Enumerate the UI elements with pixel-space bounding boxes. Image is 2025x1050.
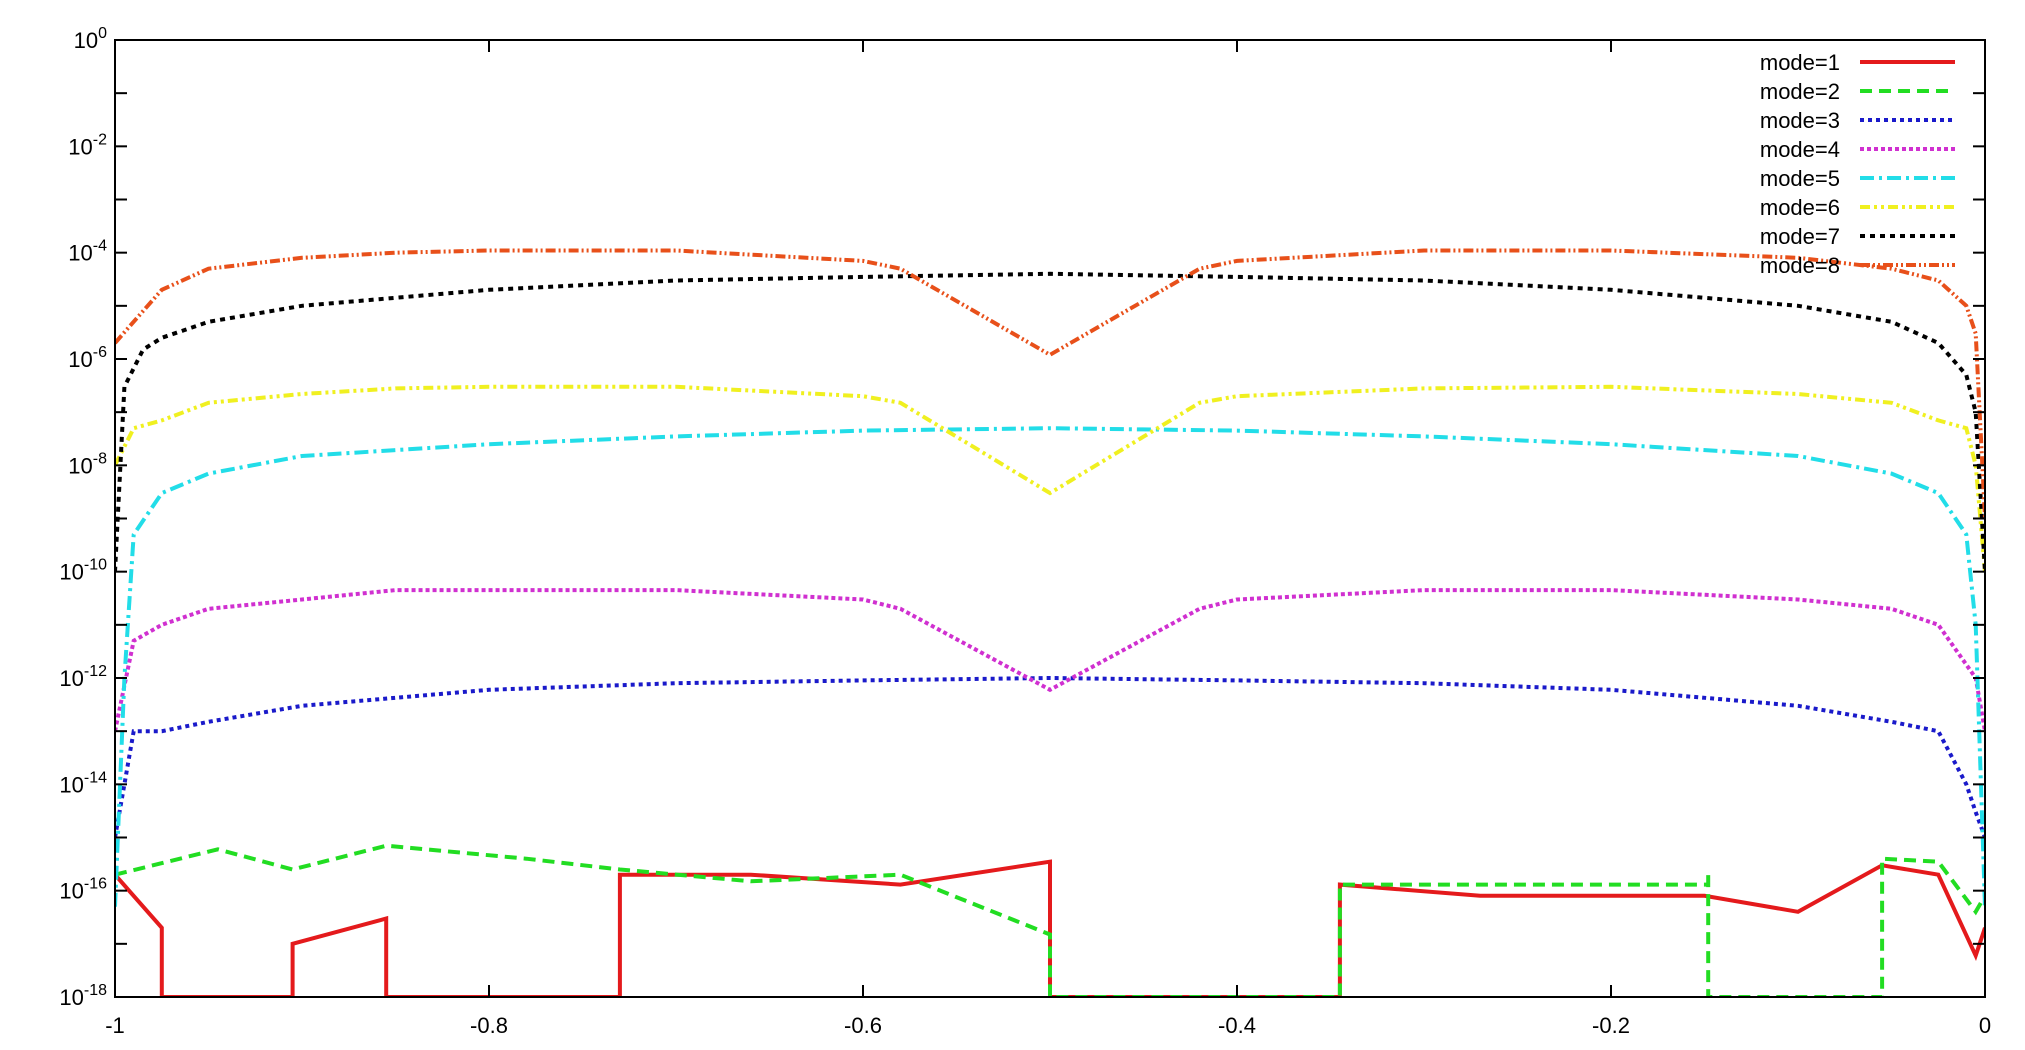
- y-tick-label: 10-18: [59, 982, 107, 1010]
- series-line-6: [115, 384, 1985, 572]
- series-layer: [115, 248, 1985, 997]
- legend-label-2: mode=2: [1760, 79, 1840, 104]
- series-line-5: [115, 426, 1985, 907]
- y-tick-label: 10-12: [59, 663, 107, 691]
- series-line-4: [115, 588, 1985, 732]
- y-tick-label: 10-10: [59, 557, 107, 585]
- x-tick-label: -0.8: [470, 1013, 508, 1038]
- y-tick-label: 10-14: [59, 769, 107, 797]
- axes-layer: -1 -0.8 -0.6 -0.4 -0.2 0 100 10-2 10-4 10-6 10-8 10…: [59, 25, 1991, 1038]
- plot-frame: [114, 39, 1986, 998]
- series-line-8: [115, 248, 1985, 519]
- legend-label-8: mode=8: [1760, 253, 1840, 278]
- y-tick-label: 10-2: [68, 131, 107, 159]
- legend-label-5: mode=5: [1760, 166, 1840, 191]
- legend: mode=1 mode=2 mode=3 mode=4 mode=5 mode=6 mode…: [1760, 50, 1955, 278]
- series-line-3: [115, 675, 1985, 839]
- y-tick-label: 10-16: [59, 876, 107, 904]
- y-tick-label: 10-4: [68, 238, 107, 266]
- x-tick-label: -0.6: [844, 1013, 882, 1038]
- legend-label-6: mode=6: [1760, 195, 1840, 220]
- series-line-7: [115, 271, 1985, 572]
- x-tick-label: -0.4: [1218, 1013, 1256, 1038]
- series-line-1: [115, 859, 1985, 997]
- x-tick-label: -0.2: [1592, 1013, 1630, 1038]
- legend-label-3: mode=3: [1760, 108, 1840, 133]
- x-tick-label: -1: [105, 1013, 125, 1038]
- legend-label-4: mode=4: [1760, 137, 1840, 162]
- y-tick-label: 100: [74, 25, 107, 53]
- x-tick-label: 0: [1979, 1013, 1991, 1038]
- y-tick-label: 10-8: [68, 450, 107, 478]
- y-tick-label: 10-6: [68, 344, 107, 372]
- legend-label-7: mode=7: [1760, 224, 1840, 249]
- legend-label-1: mode=1: [1760, 50, 1840, 75]
